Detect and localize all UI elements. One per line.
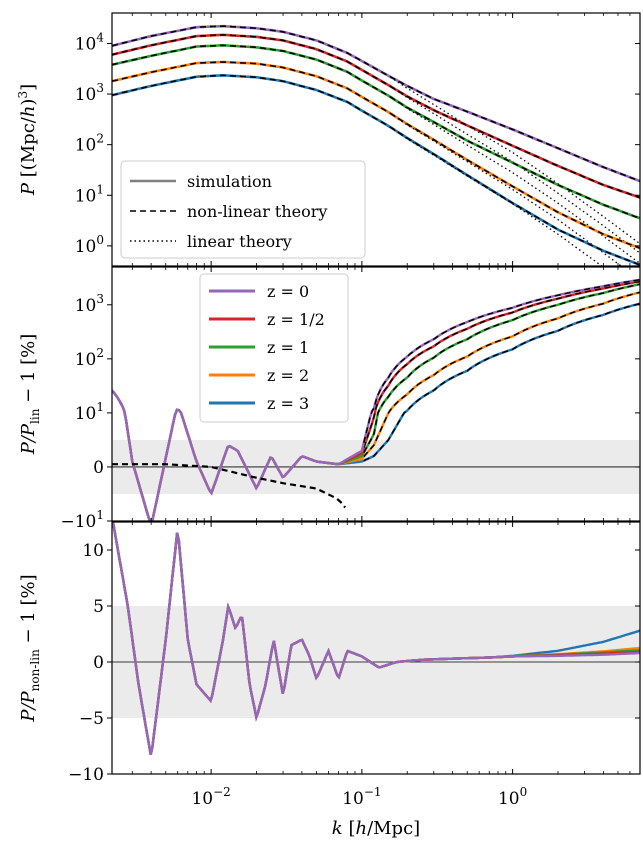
theory-ratio-line-z0.5 [363, 280, 640, 448]
plot-area [112, 278, 640, 521]
x-axis-label-bracket: [ [343, 818, 356, 839]
y-tick-label-exponent: 2 [96, 132, 104, 146]
y-tick-label: 10 [82, 541, 104, 561]
y-axis-label-symbol: P [18, 182, 39, 196]
x-tick-label: 10−1 [342, 785, 381, 809]
y-tick-label: 101 [75, 400, 104, 424]
y-tick-label: −5 [79, 709, 104, 729]
x-tick-label-exponent: −2 [213, 785, 231, 799]
nonlinear-theory-line-z3 [112, 74, 640, 266]
linear-theory-line-z3 [390, 126, 603, 266]
nonlinear-theory-line-z0 [112, 25, 640, 182]
theory-ratio-line-z1 [363, 283, 640, 453]
nonlinear-theory-line-z1 [112, 44, 640, 220]
legend-label: z = 0 [267, 282, 309, 301]
linear-theory-line-z1 [390, 96, 640, 264]
x-tick-label-exponent: 0 [520, 785, 528, 799]
y-axis-label-rest: − 1 [%] [18, 574, 39, 649]
panel-frame [111, 266, 641, 522]
y-tick-label: 5 [93, 597, 104, 617]
x-axis-label: k [h/Mpc] [332, 818, 420, 839]
x-axis-label-h: h [355, 818, 367, 839]
nonlinear-theory-line-z2 [112, 61, 640, 249]
x-tick-label: 100 [498, 785, 527, 809]
theory-ratio-line-z2 [363, 291, 640, 458]
y-axis-label-rest: − 1 [%] [18, 334, 39, 409]
y-tick-label-exponent: 1 [96, 508, 104, 522]
y-tick-label: 102 [75, 346, 104, 370]
nonlinear-theory-line-z0.5 [112, 34, 640, 199]
linear-theory-line-z2 [390, 112, 623, 266]
y-tick-label: 103 [75, 81, 104, 105]
theory-ratio-line-z3 [363, 302, 640, 462]
theory-ratio-line-z0 [363, 279, 640, 443]
y-tick-label: 102 [75, 132, 104, 156]
y-tick-label: −101 [60, 508, 104, 532]
y-axis-label-bracket: ] [18, 84, 39, 91]
legend-label-dashed: non-linear theory [187, 202, 327, 221]
legend-label: z = 3 [267, 394, 309, 413]
y-tick-label-exponent: 3 [96, 292, 104, 306]
plot-area [112, 24, 640, 266]
y-tick-label-exponent: 3 [96, 81, 104, 95]
ratio-line-z0 [112, 522, 640, 756]
x-axis-label-unit: /Mpc] [367, 818, 420, 839]
y-tick-label: −10 [68, 765, 104, 785]
y-tick-label: 104 [75, 30, 105, 54]
y-axis-label-exponent: 3 [16, 91, 30, 99]
legend-label: z = 1 [267, 338, 309, 357]
panel-frame [111, 12, 641, 267]
legend-label: z = 2 [267, 366, 309, 385]
y-tick-label: 0 [93, 458, 104, 478]
panel-ratio-linear: −101 0 101 102 103 P/Plin − 1 [%] z = 0 z = 1/2… [18, 266, 641, 532]
x-tick-label: 10−2 [191, 785, 230, 809]
y-axis-label-h: h [18, 106, 39, 118]
legend-box [120, 160, 366, 259]
legend-line-styles: simulation non-linear theory linear theory [120, 160, 366, 259]
y-axis-label-num: P/P [18, 690, 39, 722]
y-tick-label-exponent: 1 [96, 400, 104, 414]
legend-label-dotted: linear theory [187, 232, 292, 251]
y-axis-label-num: P/P [18, 423, 39, 455]
legend-label: z = 1/2 [267, 310, 325, 329]
y-tick-label-exponent: 1 [96, 182, 104, 196]
y-tick-label-exponent: 4 [96, 30, 104, 44]
x-axis-label-k: k [332, 818, 343, 839]
plot-area [112, 522, 640, 756]
y-tick-label: 0 [93, 653, 104, 673]
legend-label-solid: simulation [187, 172, 272, 191]
y-axis-label: P/Plin − 1 [%] [18, 334, 42, 456]
y-axis-label-unit: [(Mpc/ [18, 116, 39, 183]
y-tick-label: 103 [75, 292, 104, 316]
y-tick-label-exponent: 2 [96, 346, 104, 360]
legend-box [199, 273, 349, 423]
x-tick-label-exponent: −1 [364, 785, 382, 799]
panel-frame [111, 521, 641, 775]
linear-theory-line-z0 [390, 76, 640, 245]
legend-redshifts: z = 0 z = 1/2 z = 1 z = 2 z = 3 [199, 273, 349, 423]
linear-theory-line-z0.5 [390, 85, 640, 254]
y-tick-label: 100 [75, 233, 104, 257]
y-axis-label: P/Pnon-lin − 1 [%] [18, 574, 42, 722]
y-axis-label-close: ) [18, 99, 39, 106]
y-tick-label-exponent: 0 [96, 233, 104, 247]
y-axis-label: P [(Mpc/h)3] [16, 84, 39, 196]
y-tick-label: 101 [75, 182, 104, 206]
y-axis-label-subscript: non-lin [28, 649, 42, 691]
y-axis-label-subscript: lin [28, 408, 42, 424]
